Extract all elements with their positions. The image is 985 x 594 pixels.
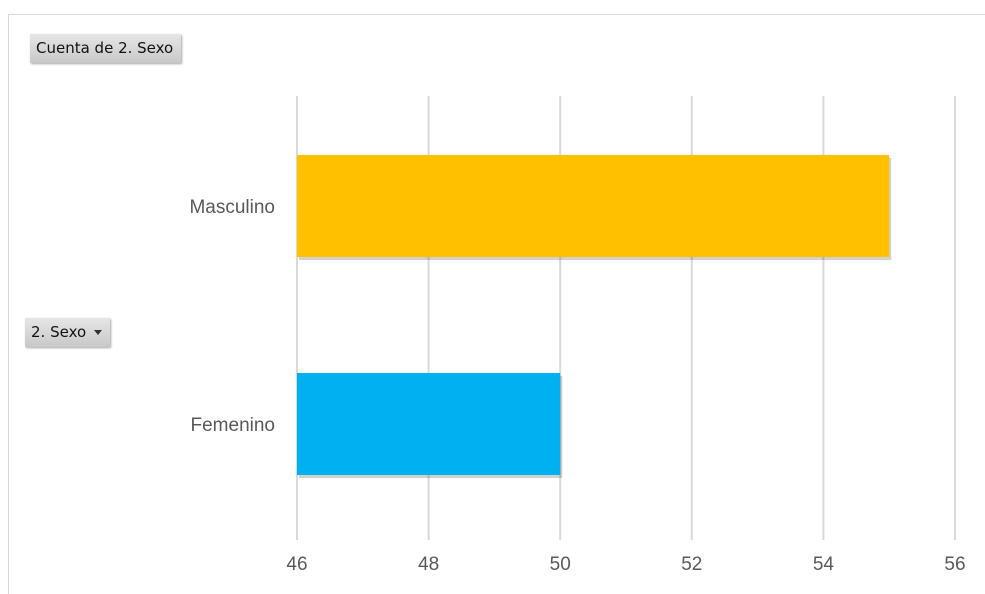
x-tick-label: 52 — [681, 554, 702, 575]
x-axis-tick-labels: 46 48 50 52 54 56 — [286, 554, 965, 575]
x-tick-label: 56 — [944, 554, 965, 575]
category-label-femenino: Femenino — [191, 415, 276, 436]
dropdown-arrow-icon[interactable] — [94, 330, 103, 335]
chart-area — [8, 14, 985, 594]
x-tick-label: 48 — [418, 554, 439, 575]
values-field-label: Cuenta de 2. Sexo — [36, 39, 174, 57]
axis-field-button[interactable]: 2. Sexo — [25, 318, 111, 347]
category-label-masculino: Masculino — [189, 197, 275, 218]
bars — [297, 155, 892, 478]
category-labels: Masculino Femenino — [189, 197, 275, 436]
bar-chart: Masculino Femenino 46 48 50 52 54 56 — [189, 96, 966, 575]
x-tick-label: 50 — [550, 554, 571, 575]
axis-field-label: 2. Sexo — [31, 323, 87, 341]
values-field-button[interactable]: Cuenta de 2. Sexo — [30, 34, 182, 63]
x-tick-label: 46 — [286, 554, 307, 575]
bar-masculino[interactable] — [297, 155, 890, 257]
bar-femenino[interactable] — [297, 373, 561, 475]
x-tick-label: 54 — [813, 554, 835, 575]
